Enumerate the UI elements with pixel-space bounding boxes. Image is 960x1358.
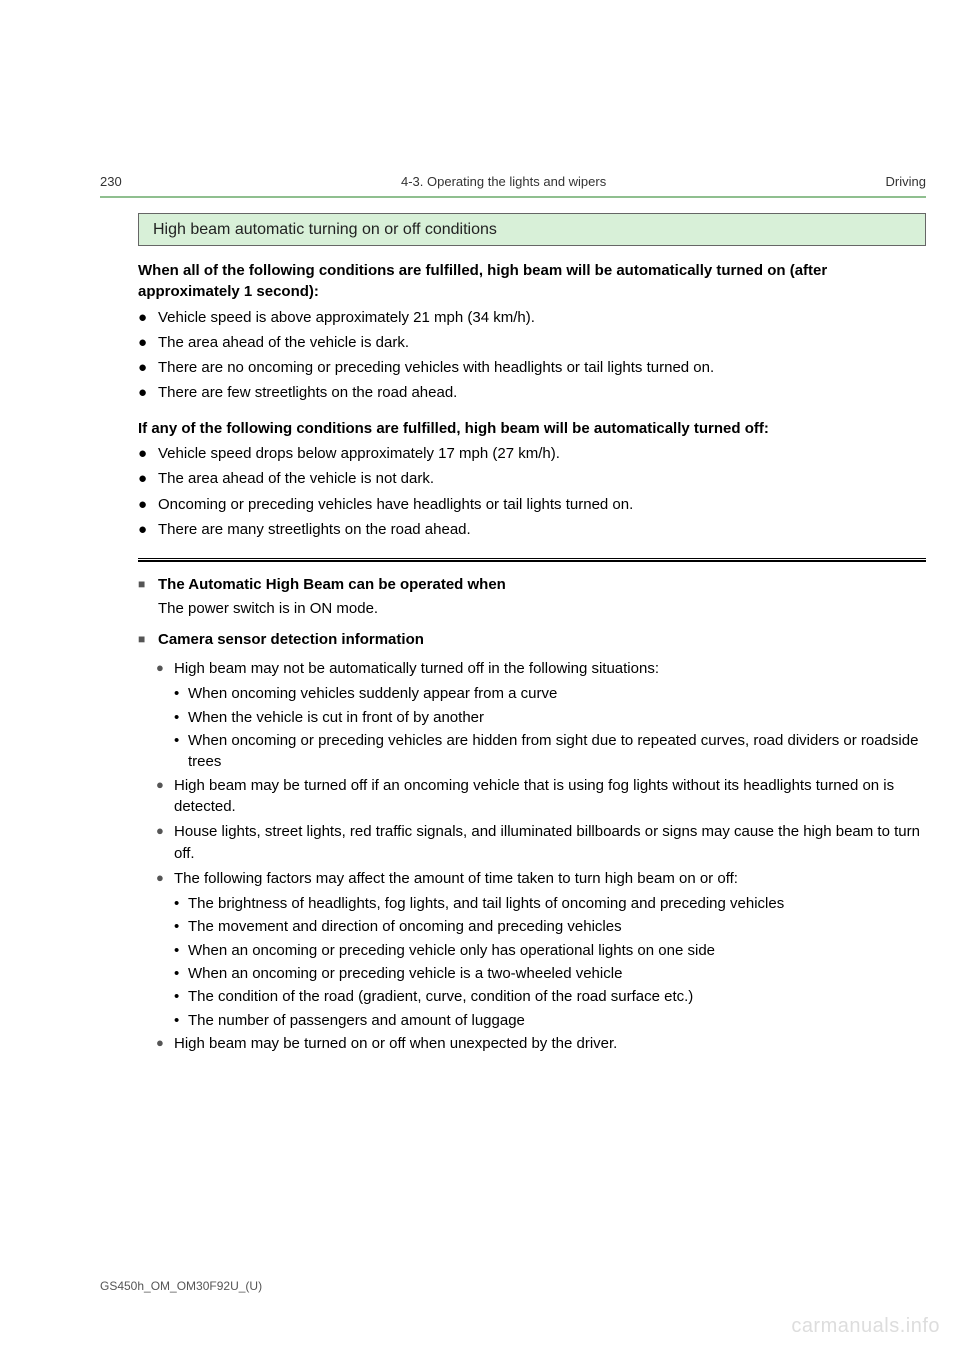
sub-dot-icon: •	[174, 940, 188, 961]
watermark: carmanuals.info	[791, 1315, 940, 1338]
off-bullet: ●The area ahead of the vehicle is not da…	[138, 468, 926, 489]
sub-dot-icon: •	[174, 986, 188, 1007]
sub-bullet: •When an oncoming or preceding vehicle o…	[138, 940, 926, 961]
sub-text: The number of passengers and amount of l…	[188, 1010, 525, 1031]
on-bullet: ●Vehicle speed is above approximately 21…	[138, 307, 926, 328]
dot-item: ●High beam may be turned off if an oncom…	[138, 775, 926, 818]
dot-item: ●High beam may be turned on or off when …	[138, 1033, 926, 1054]
dot-text: High beam may not be automatically turne…	[174, 658, 926, 679]
off-bullet: ●There are many streetlights on the road…	[138, 519, 926, 540]
dot-icon: ●	[156, 868, 174, 889]
sub-dot-icon: •	[174, 730, 188, 773]
sub-dot-icon: •	[174, 963, 188, 984]
bullet-mark: ●	[138, 307, 158, 328]
header-rule	[100, 196, 926, 198]
sub-bullet: •The number of passengers and amount of …	[138, 1010, 926, 1031]
double-rule	[138, 558, 926, 562]
sub-text: When oncoming vehicles suddenly appear f…	[188, 683, 557, 704]
bullet-text: The area ahead of the vehicle is dark.	[158, 332, 926, 353]
square-icon: ■	[138, 574, 158, 619]
bullet-text: Oncoming or preceding vehicles have head…	[158, 494, 926, 515]
sub-dot-icon: •	[174, 1010, 188, 1031]
off-bullet: ●Vehicle speed drops below approximately…	[138, 443, 926, 464]
bullet-text: Vehicle speed drops below approximately …	[158, 443, 926, 464]
on-bullet: ●The area ahead of the vehicle is dark.	[138, 332, 926, 353]
sub-bullet: •The condition of the road (gradient, cu…	[138, 986, 926, 1007]
square-icon: ■	[138, 629, 158, 652]
sub-dot-icon: •	[174, 683, 188, 704]
page-number: 230	[100, 174, 122, 189]
dot-text: House lights, street lights, red traffic…	[174, 821, 926, 864]
dot-icon: ●	[156, 821, 174, 864]
bullet-mark: ●	[138, 382, 158, 403]
content-area: When all of the following conditions are…	[138, 260, 926, 1058]
sub-bullet: •The movement and direction of oncoming …	[138, 916, 926, 937]
bullet-mark: ●	[138, 443, 158, 464]
bullet-text: Vehicle speed is above approximately 21 …	[158, 307, 926, 328]
bullet-mark: ●	[138, 357, 158, 378]
off-bullet: ●Oncoming or preceding vehicles have hea…	[138, 494, 926, 515]
note-block: ■ Camera sensor detection information	[138, 629, 926, 652]
on-heading: When all of the following conditions are…	[138, 260, 926, 303]
on-bullet: ●There are no oncoming or preceding vehi…	[138, 357, 926, 378]
dot-icon: ●	[156, 658, 174, 679]
dot-item: ●House lights, street lights, red traffi…	[138, 821, 926, 864]
sub-bullet: •When an oncoming or preceding vehicle i…	[138, 963, 926, 984]
sub-text: When the vehicle is cut in front of by a…	[188, 707, 484, 728]
dot-text: High beam may be turned off if an oncomi…	[174, 775, 926, 818]
sub-bullet: •The brightness of headlights, fog light…	[138, 893, 926, 914]
sub-bullet: •When oncoming or preceding vehicles are…	[138, 730, 926, 773]
note-title: The Automatic High Beam can be operated …	[158, 574, 926, 595]
note-block: ■ The Automatic High Beam can be operate…	[138, 574, 926, 619]
sub-text: When oncoming or preceding vehicles are …	[188, 730, 926, 773]
sub-text: The brightness of headlights, fog lights…	[188, 893, 784, 914]
note-title: Camera sensor detection information	[158, 629, 926, 650]
bullet-text: There are no oncoming or preceding vehic…	[158, 357, 926, 378]
sub-text: When an oncoming or preceding vehicle on…	[188, 940, 715, 961]
sub-dot-icon: •	[174, 893, 188, 914]
sub-text: The movement and direction of oncoming a…	[188, 916, 622, 937]
chapter-label: Driving	[886, 174, 926, 189]
sub-bullet: •When oncoming vehicles suddenly appear …	[138, 683, 926, 704]
tab-header-text: High beam automatic turning on or off co…	[153, 221, 497, 239]
on-bullet: ●There are few streetlights on the road …	[138, 382, 926, 403]
page-header: 230 4-3. Operating the lights and wipers…	[100, 174, 926, 189]
note-body: Camera sensor detection information	[158, 629, 926, 652]
bullet-text: There are few streetlights on the road a…	[158, 382, 926, 403]
dot-icon: ●	[156, 1033, 174, 1054]
sub-bullet: •When the vehicle is cut in front of by …	[138, 707, 926, 728]
bullet-mark: ●	[138, 519, 158, 540]
sub-dot-icon: •	[174, 707, 188, 728]
footer-id: GS450h_OM_OM30F92U_(U)	[100, 1279, 262, 1293]
bullet-mark: ●	[138, 494, 158, 515]
bullet-text: There are many streetlights on the road …	[158, 519, 926, 540]
bullet-text: The area ahead of the vehicle is not dar…	[158, 468, 926, 489]
bullet-mark: ●	[138, 468, 158, 489]
page-container: 230 4-3. Operating the lights and wipers…	[0, 0, 960, 1358]
note-text: The power switch is in ON mode.	[158, 598, 926, 619]
note-body: The Automatic High Beam can be operated …	[158, 574, 926, 619]
sub-text: The condition of the road (gradient, cur…	[188, 986, 693, 1007]
dot-text: High beam may be turned on or off when u…	[174, 1033, 926, 1054]
sub-text: When an oncoming or preceding vehicle is…	[188, 963, 622, 984]
dot-icon: ●	[156, 775, 174, 818]
sub-dot-icon: •	[174, 916, 188, 937]
bullet-mark: ●	[138, 332, 158, 353]
off-heading: If any of the following conditions are f…	[138, 418, 926, 439]
dot-text: The following factors may affect the amo…	[174, 868, 926, 889]
dot-item: ●High beam may not be automatically turn…	[138, 658, 926, 679]
tab-header: High beam automatic turning on or off co…	[138, 213, 926, 246]
section-label: 4-3. Operating the lights and wipers	[401, 174, 606, 189]
dot-item: ●The following factors may affect the am…	[138, 868, 926, 889]
